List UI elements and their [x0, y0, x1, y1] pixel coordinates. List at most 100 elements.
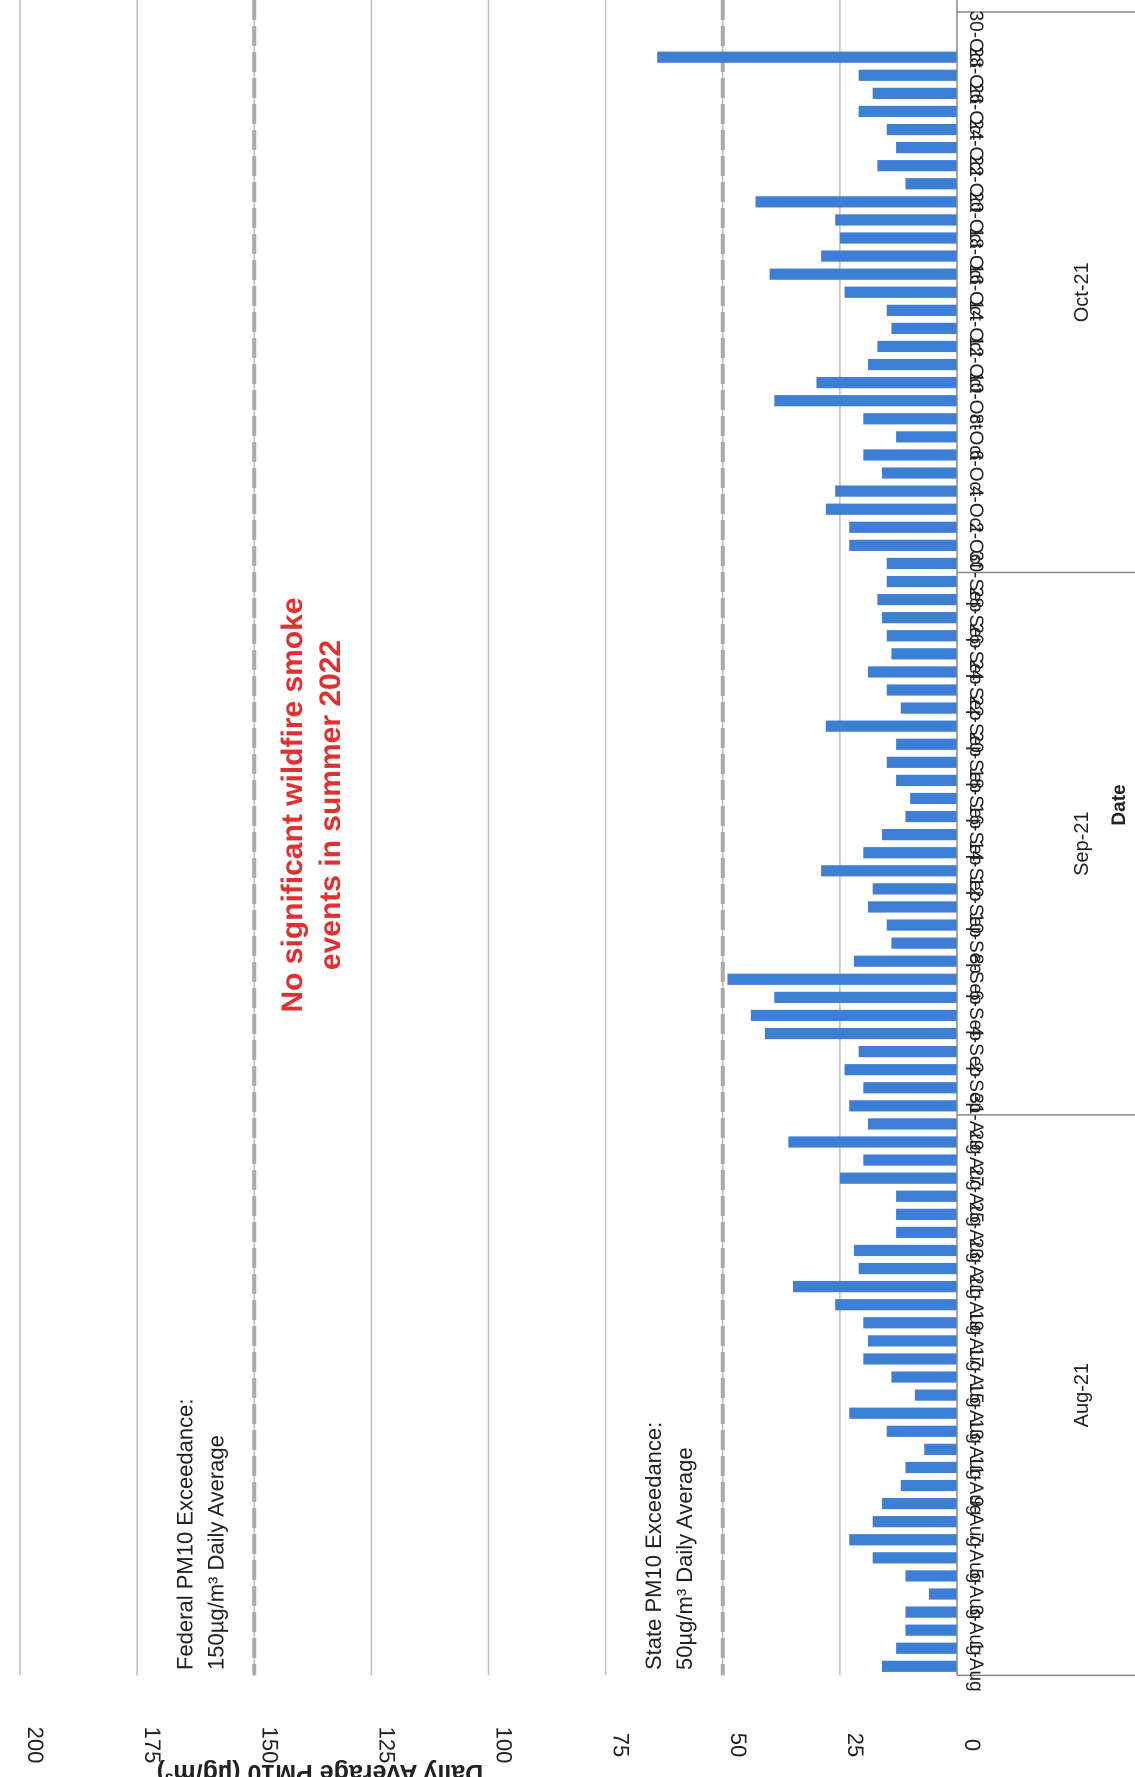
pm10-bar [896, 1226, 957, 1239]
pm10-bar [877, 593, 957, 606]
date-tick-label: 18-Sep [965, 768, 986, 829]
pm10-bar [886, 919, 957, 931]
pm10-bar [788, 1136, 957, 1148]
date-tick-label: 30-Sep [965, 551, 986, 612]
date-tick-label: 25-Aug [965, 1202, 986, 1263]
date-tick-label: 11-Aug [965, 1456, 986, 1516]
date-tick-label: 3-Aug [965, 1605, 986, 1656]
pm10-bar [825, 720, 957, 732]
reference-line-label: 50µg/m³ Daily Average [672, 1447, 697, 1670]
pm10-bar [853, 955, 957, 967]
pm10-bar [774, 991, 957, 1003]
date-tick-label: 23-Aug [965, 1238, 986, 1299]
value-tick-label: 100 [492, 1727, 517, 1764]
date-tick-label: 8-Sep [965, 954, 986, 1005]
pm10-bar [755, 196, 957, 208]
pm10-bar [891, 1371, 957, 1383]
value-tick-label: 175 [140, 1727, 165, 1764]
pm10-bar [905, 1606, 957, 1618]
pm10-bar [872, 1516, 957, 1528]
date-tick-label: 10-Oct [965, 372, 986, 430]
date-tick-label: 8-Oct [965, 414, 986, 461]
pm10-bar [867, 666, 957, 678]
date-tick-label: 29-Aug [965, 1129, 986, 1190]
date-tick-label: 30-Oct [965, 11, 986, 69]
pm10-bar [727, 973, 957, 985]
value-tick-label: 75 [609, 1733, 634, 1757]
date-tick-label: 10-Sep [965, 912, 986, 973]
value-tick-label: 50 [726, 1733, 751, 1757]
bar-series [657, 51, 957, 1672]
date-tick-label: 9-Aug [965, 1496, 986, 1547]
pm10-bar [849, 1407, 957, 1419]
date-tick-label: 28-Oct [965, 47, 986, 105]
date-tick-label: 6-Sep [965, 990, 986, 1041]
date-tick-label: 22-Sep [965, 696, 986, 757]
pm10-bar [863, 1353, 957, 1365]
date-tick-label: 20-Oct [965, 191, 986, 249]
annotation-text: No significant wildfire smoke [276, 597, 309, 1012]
value-tick-label: 125 [374, 1727, 399, 1764]
value-tick-label: 200 [23, 1727, 48, 1764]
pm10-bar [896, 141, 957, 154]
date-tick-label: 12-Oct [965, 336, 986, 394]
month-label: Aug-21 [1071, 1363, 1093, 1428]
pm10-bar [891, 322, 957, 335]
pm10-bar [858, 1045, 957, 1058]
pm10-bar [835, 214, 957, 226]
pm10-bar [900, 1479, 957, 1492]
date-tick-label: 14-Oct [965, 300, 986, 358]
pm10-bar [858, 105, 957, 118]
pm10-bar [839, 232, 957, 244]
pm10-bar [896, 431, 957, 443]
pm10-bar [905, 1461, 957, 1474]
pm10-bar [867, 358, 957, 371]
grid-lines [19, 0, 841, 1676]
pm10-bar [849, 539, 957, 551]
pm10-bar [886, 756, 957, 768]
value-axis-title: Daily Average PM10 (µg/m³) [157, 1759, 484, 1777]
pm10-bar [816, 377, 957, 389]
reference-line-label: State PM10 Exceedance: [641, 1422, 666, 1670]
pm10-bar [886, 630, 957, 642]
pm10-bar [910, 792, 957, 805]
pm10-bar [863, 449, 957, 461]
pm10-bar [821, 250, 957, 262]
date-tick-label: 18-Oct [965, 228, 986, 286]
pm10-bar [882, 1660, 957, 1672]
date-tick-label: 24-Sep [965, 659, 986, 720]
pm10-bar [891, 648, 957, 660]
date-tick-label: 22-Oct [965, 155, 986, 213]
pm10-bar [863, 1154, 957, 1166]
pm10-bar [886, 304, 957, 316]
date-tick-label: 2-Oct [965, 522, 986, 569]
date-tick-label: 15-Aug [965, 1383, 986, 1444]
pm10-bar [844, 1064, 957, 1076]
pm10-bar [853, 1244, 957, 1257]
pm10-bar [872, 1552, 957, 1564]
pm10-bar [867, 901, 957, 913]
pm10-bar [905, 1570, 957, 1582]
month-label: Oct-21 [1071, 262, 1093, 322]
pm10-bar [886, 123, 957, 136]
pm10-bar [896, 1642, 957, 1654]
date-tick-label: 6-Oct [965, 450, 986, 497]
value-tick-label: 150 [257, 1727, 282, 1764]
pm10-bar [886, 557, 957, 570]
pm10-bar [825, 503, 957, 515]
value-tick-label: 0 [960, 1739, 985, 1751]
reference-lines [252, 0, 725, 1676]
date-tick-label: 24-Oct [965, 119, 986, 177]
pm10-bar [750, 1009, 957, 1022]
pm10-bar [858, 1262, 957, 1275]
date-tick-label: 12-Sep [965, 876, 986, 937]
pm10-bar [867, 1335, 957, 1347]
pm10-bar [882, 829, 957, 841]
reference-line-label: Federal PM10 Exceedance: [172, 1399, 197, 1671]
pm10-bar [924, 1443, 957, 1455]
pm10-bar [863, 413, 957, 425]
pm10-bar [886, 575, 957, 588]
pm10-bar [769, 268, 957, 280]
pm10-bar [863, 847, 957, 859]
pm10-bar [849, 1534, 957, 1546]
